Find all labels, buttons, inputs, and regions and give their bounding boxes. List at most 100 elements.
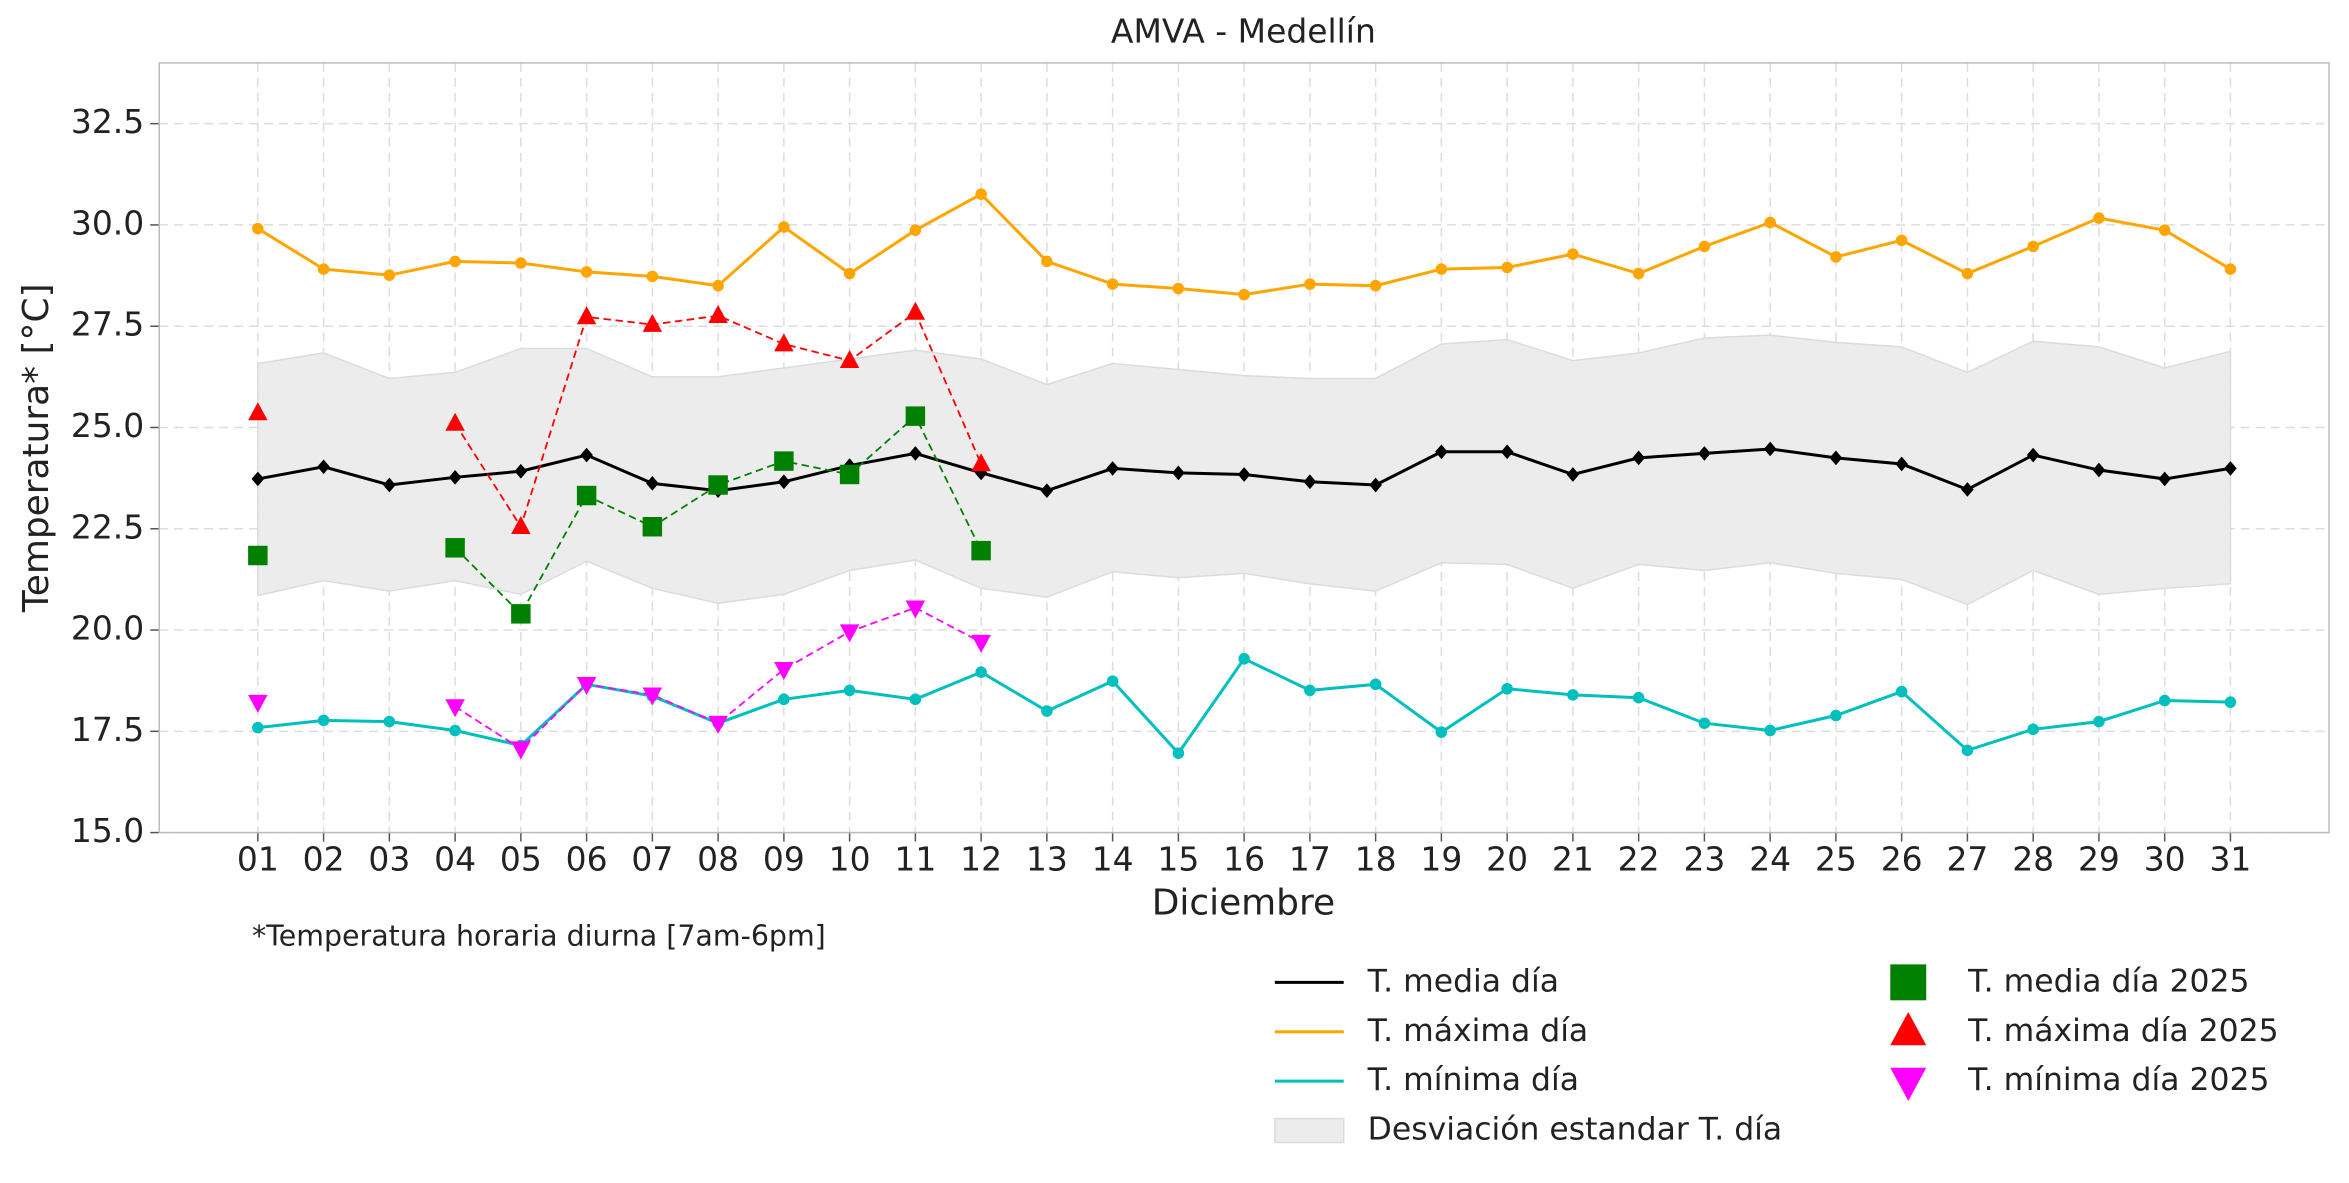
legend-swatch: [1890, 964, 1927, 1001]
data-point: [576, 485, 597, 506]
data-point: [1041, 255, 1053, 268]
x-tick-label: 21: [1552, 840, 1594, 879]
data-point: [1304, 278, 1316, 290]
data-point: [712, 279, 724, 292]
x-tick-label: 15: [1157, 840, 1199, 879]
data-point: [2158, 224, 2171, 236]
data-point: [252, 222, 264, 235]
x-tick-label: 05: [500, 840, 542, 879]
data-point: [2158, 471, 2171, 487]
legend-label: Desviación estandar T. día: [1368, 1112, 1783, 1148]
data-point: [1829, 450, 1843, 466]
data-point: [843, 267, 856, 280]
data-point: [1764, 216, 1776, 229]
data-point: [383, 715, 396, 728]
data-point: [1041, 705, 1053, 717]
data-point: [1567, 248, 1579, 260]
data-point: [252, 721, 264, 734]
data-point: [1304, 684, 1316, 697]
legend-label: T. media día 2025: [1967, 963, 2249, 999]
data-point: [971, 634, 991, 653]
x-tick-label: 27: [1946, 840, 1988, 879]
data-point: [1238, 288, 1250, 301]
data-point: [2093, 715, 2105, 728]
x-tick-label: 16: [1223, 840, 1265, 879]
data-point: [448, 469, 462, 485]
data-point: [708, 304, 728, 323]
data-point: [1369, 279, 1382, 292]
x-tick-label: 30: [2144, 840, 2186, 879]
data-point: [1763, 441, 1777, 457]
data-point: [1698, 446, 1711, 461]
data-point: [1698, 717, 1711, 729]
data-point: [1632, 691, 1645, 704]
data-point: [1830, 251, 1842, 263]
x-tick-label: 02: [303, 840, 345, 879]
data-point: [642, 517, 663, 537]
x-tick-label: 29: [2078, 840, 2120, 879]
y-tick-label: 25.0: [71, 406, 144, 445]
data-point: [251, 471, 265, 487]
data-point: [445, 538, 465, 558]
legend-label: T. mínima día 2025: [1967, 1062, 2269, 1098]
data-point: [1435, 726, 1448, 738]
y-tick-label: 17.5: [71, 710, 144, 749]
legend-label: T. máxima día: [1367, 1013, 1589, 1049]
data-point: [580, 447, 593, 463]
data-point: [2224, 461, 2237, 476]
data-point: [1501, 261, 1513, 274]
data-point: [839, 464, 860, 485]
data-point: [1567, 689, 1579, 701]
data-point: [909, 446, 922, 461]
data-point: [708, 475, 728, 495]
data-point: [1961, 744, 1974, 757]
x-tick-label: 19: [1420, 840, 1462, 879]
data-point: [1764, 724, 1776, 737]
data-point: [2027, 723, 2039, 736]
x-tick-label: 09: [763, 840, 805, 879]
y-tick-label: 22.5: [71, 507, 144, 546]
plot-frame: [158, 62, 2330, 834]
legend-label: T. máxima día 2025: [1967, 1013, 2279, 1049]
data-point: [317, 263, 330, 275]
data-point: [445, 699, 465, 718]
data-point: [1501, 683, 1513, 695]
data-point: [646, 270, 659, 283]
y-tick-label: 20.0: [71, 609, 144, 648]
series-line: [454, 606, 982, 750]
x-tick-label: 13: [1026, 840, 1068, 879]
legend-label: T. media día: [1367, 963, 1559, 999]
x-tick-label: 20: [1486, 840, 1528, 879]
data-point: [248, 694, 268, 713]
data-point: [248, 545, 268, 566]
data-point: [1303, 474, 1317, 490]
legend-label: T. mínima día: [1367, 1062, 1579, 1098]
footnote: *Temperatura horaria diurna [7am-6pm]: [252, 919, 826, 952]
data-point: [580, 266, 593, 278]
y-tick-label: 15.0: [71, 811, 144, 850]
data-point: [1830, 709, 1842, 722]
x-tick-label: 31: [2209, 840, 2251, 879]
data-point: [1172, 747, 1185, 759]
data-point: [839, 349, 860, 368]
data-point: [1369, 678, 1382, 691]
data-point: [971, 453, 991, 472]
data-point: [708, 715, 728, 734]
x-tick-label: 25: [1815, 840, 1857, 879]
x-tick-label: 14: [1092, 840, 1134, 879]
data-point: [2158, 694, 2171, 707]
data-point: [774, 451, 794, 471]
data-point: [449, 724, 461, 737]
data-point: [642, 313, 663, 332]
x-tick-label: 24: [1749, 840, 1791, 879]
data-point: [1238, 653, 1250, 665]
data-point: [1895, 685, 1908, 698]
x-tick-label: 07: [631, 840, 673, 879]
x-tick-label: 01: [237, 840, 279, 879]
data-point: [576, 677, 597, 696]
data-point: [905, 406, 926, 426]
data-point: [515, 257, 527, 269]
y-axis-label: Temperatura* [°C]: [16, 283, 57, 613]
x-tick-label: 17: [1289, 840, 1331, 879]
data-point: [1895, 234, 1908, 247]
